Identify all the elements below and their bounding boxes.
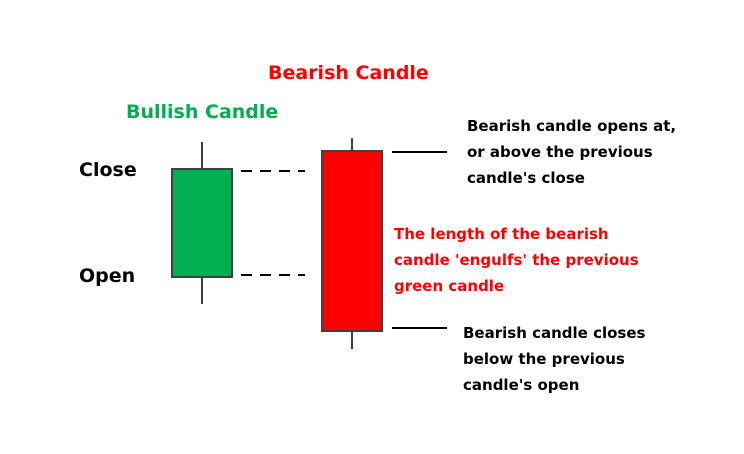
bearish-open-annotation: Bearish candle opens at, or above the pr… <box>467 113 676 191</box>
annotation-line: candle's open <box>463 376 580 394</box>
close-level-label: Close <box>79 159 137 181</box>
annotation-line: below the previous <box>463 350 625 368</box>
annotation-line: Bearish candle closes <box>463 324 646 342</box>
annotation-line: or above the previous <box>467 143 653 161</box>
bullish-candle-body <box>171 168 233 278</box>
annotation-line: candle's close <box>467 169 585 187</box>
bullish-candle-title: Bullish Candle <box>126 101 279 123</box>
open-level-label: Open <box>79 265 136 287</box>
bearish-close-annotation: Bearish candle closes below the previous… <box>463 320 645 398</box>
annotation-line: Bearish candle opens at, <box>467 117 677 135</box>
bearish-candle-body <box>321 150 383 332</box>
bearish-candle-title: Bearish Candle <box>268 62 429 84</box>
annotation-line: The length of the bearish <box>394 225 609 243</box>
annotation-line: green candle <box>394 277 505 295</box>
annotation-line: candle 'engulfs' the previous <box>394 251 639 269</box>
engulf-annotation: The length of the bearish candle 'engulf… <box>394 221 639 299</box>
